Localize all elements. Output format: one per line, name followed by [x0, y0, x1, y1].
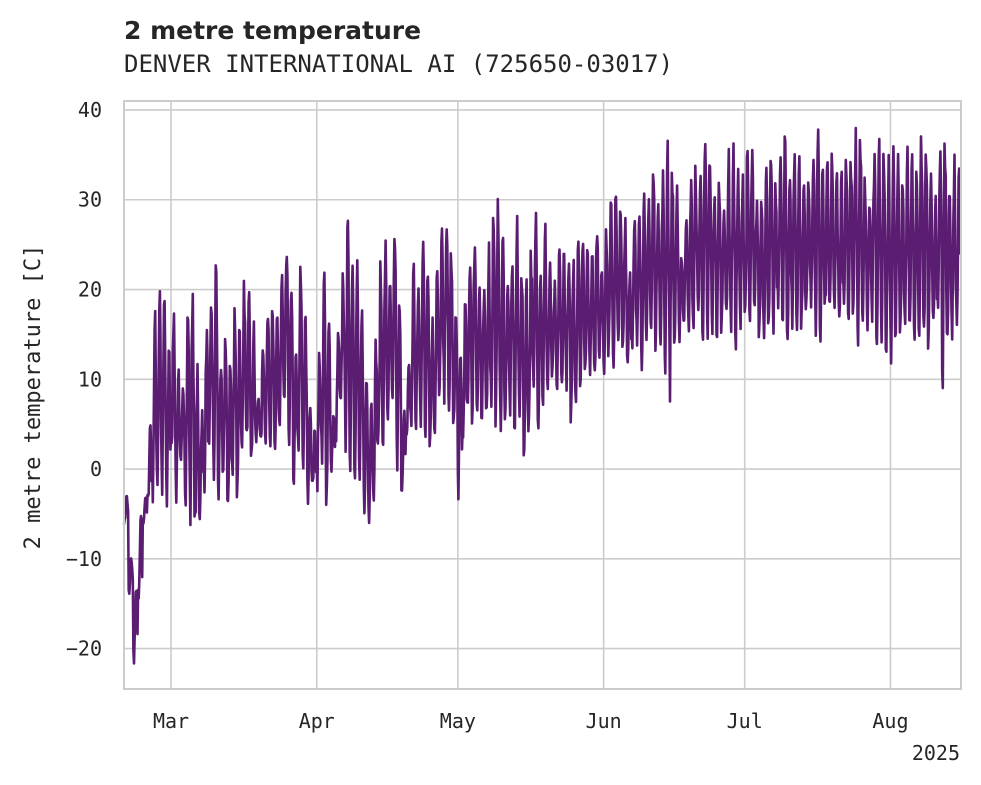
- series-layer: [122, 126, 962, 665]
- chart-title: 2 metre temperature: [124, 16, 422, 45]
- x-tick-label: Mar: [153, 709, 189, 733]
- x-axis-ticks: Mar Apr May Jun Jul Aug: [153, 709, 909, 733]
- y-tick-label: −20: [66, 637, 102, 661]
- x-tick-label: Jun: [586, 709, 622, 733]
- plot-frame: [123, 100, 962, 690]
- y-tick-label: 30: [78, 188, 102, 212]
- y-axis-label: 2 metre temperature [C]: [21, 245, 46, 550]
- x-tick-label: Apr: [299, 709, 335, 733]
- x-tick-label: Aug: [872, 709, 908, 733]
- x-tick-label: May: [440, 709, 476, 733]
- y-axis-ticks: 40 30 20 10 0 −10 −20: [66, 98, 102, 661]
- year-label: 2025: [912, 741, 960, 765]
- x-tick-label: Jul: [727, 709, 763, 733]
- y-tick-label: −10: [66, 547, 102, 571]
- y-tick-label: 20: [78, 278, 102, 302]
- temperature-series-line: [122, 126, 962, 665]
- y-tick-label: 10: [78, 367, 102, 391]
- y-tick-label: 0: [90, 457, 102, 481]
- chart-subtitle: DENVER INTERNATIONAL AI (725650-03017): [124, 50, 674, 78]
- y-tick-label: 40: [78, 98, 102, 122]
